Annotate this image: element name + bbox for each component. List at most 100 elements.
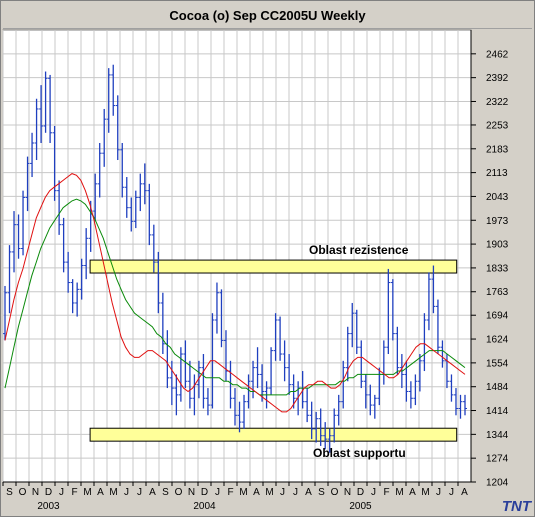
price-bar bbox=[327, 428, 332, 453]
resistance-label: Oblast rezistence bbox=[309, 243, 409, 257]
price-bar bbox=[61, 217, 66, 273]
x-month-label: J bbox=[280, 487, 285, 498]
price-bar bbox=[287, 354, 292, 395]
resistance-zone bbox=[89, 259, 458, 274]
price-bar bbox=[102, 108, 107, 167]
price-bar bbox=[129, 197, 134, 232]
price-bar bbox=[70, 279, 75, 314]
price-bar bbox=[52, 125, 57, 201]
price-bar bbox=[75, 282, 80, 317]
price-bar bbox=[160, 292, 165, 355]
y-tick-label: 1414 bbox=[486, 406, 509, 417]
price-bar bbox=[106, 68, 111, 133]
price-bar bbox=[246, 374, 251, 409]
y-tick-label: 1344 bbox=[486, 430, 509, 441]
price-bar bbox=[237, 401, 242, 433]
price-bar bbox=[34, 98, 39, 161]
price-bar bbox=[368, 384, 373, 416]
x-month-label: M bbox=[421, 487, 429, 498]
price-bar bbox=[242, 394, 247, 429]
price-bar bbox=[458, 394, 463, 419]
price-bar bbox=[390, 279, 395, 341]
x-year-label: 2003 bbox=[37, 501, 60, 512]
x-month-label: J bbox=[124, 487, 129, 498]
y-tick-label: 1973 bbox=[486, 216, 509, 227]
price-bar bbox=[395, 326, 400, 375]
price-bar bbox=[318, 408, 323, 446]
price-bar bbox=[43, 71, 48, 133]
x-month-label: N bbox=[188, 487, 195, 498]
price-bar bbox=[219, 289, 224, 348]
y-tick-label: 1484 bbox=[486, 382, 509, 393]
x-month-label: J bbox=[293, 487, 298, 498]
x-month-label: O bbox=[331, 487, 339, 498]
price-bar bbox=[233, 388, 237, 426]
x-year-label: 2005 bbox=[349, 501, 372, 512]
x-month-label: J bbox=[436, 487, 441, 498]
price-bar bbox=[97, 143, 102, 198]
axes: 1204 1274 1344 1414 1484 1554 1624 1694 1763 1833… bbox=[2, 30, 509, 512]
price-bar bbox=[273, 313, 278, 361]
price-bar bbox=[309, 401, 314, 440]
y-tick-label: 1763 bbox=[486, 287, 509, 298]
x-month-label: F bbox=[227, 487, 233, 498]
price-bar bbox=[408, 381, 413, 409]
annotations: Oblast rezistence Oblast supportu bbox=[309, 243, 409, 460]
x-month-label: S bbox=[162, 487, 169, 498]
price-bar bbox=[169, 360, 174, 406]
y-tick-label: 2322 bbox=[486, 97, 509, 108]
x-month-label: S bbox=[318, 487, 325, 498]
price-bar bbox=[39, 85, 44, 143]
price-bar bbox=[196, 360, 201, 399]
ma-slow-line bbox=[4, 198, 466, 396]
zones bbox=[89, 259, 458, 442]
price-bar bbox=[205, 388, 210, 416]
price-bar bbox=[183, 340, 188, 389]
x-month-label: A bbox=[149, 487, 156, 498]
price-bar bbox=[323, 422, 328, 450]
y-tick-label: 2253 bbox=[486, 120, 509, 131]
y-tick-label: 1903 bbox=[486, 240, 509, 251]
price-bar bbox=[124, 177, 129, 218]
price-bar bbox=[138, 173, 143, 212]
price-bar bbox=[305, 388, 310, 423]
x-month-label: N bbox=[32, 487, 39, 498]
price-bar bbox=[79, 258, 84, 300]
y-tick-label: 1833 bbox=[486, 263, 509, 274]
x-month-label: D bbox=[357, 487, 364, 498]
price-bar bbox=[350, 302, 355, 348]
price-bar bbox=[142, 163, 147, 205]
price-bar bbox=[25, 156, 30, 212]
price-bar bbox=[147, 183, 152, 246]
ma-fast-line bbox=[4, 173, 466, 413]
x-month-label: M bbox=[395, 487, 403, 498]
price-bar bbox=[3, 285, 7, 341]
price-bar bbox=[431, 265, 436, 314]
price-bar bbox=[93, 173, 98, 222]
y-tick-label: 1554 bbox=[486, 358, 509, 369]
price-bar bbox=[422, 313, 427, 372]
price-bar bbox=[363, 374, 368, 409]
price-bar bbox=[7, 245, 12, 314]
price-bar bbox=[426, 272, 431, 331]
tnt-logo: TNT bbox=[501, 498, 531, 515]
price-bar bbox=[278, 316, 283, 361]
y-tick-label: 1694 bbox=[486, 311, 509, 322]
price-bar bbox=[282, 340, 287, 382]
x-month-label: M bbox=[265, 487, 273, 498]
price-bar bbox=[440, 340, 445, 368]
x-month-label: A bbox=[305, 487, 312, 498]
x-month-label: J bbox=[137, 487, 142, 498]
y-tick-label: 1624 bbox=[486, 335, 509, 346]
price-bar bbox=[386, 268, 391, 355]
y-tick-label: 2462 bbox=[486, 49, 509, 60]
price-bar bbox=[201, 354, 206, 409]
price-bar bbox=[449, 374, 454, 402]
y-tick-label: 1204 bbox=[486, 478, 509, 489]
price-bar bbox=[133, 190, 138, 229]
price-bar bbox=[156, 251, 161, 314]
price-bar bbox=[21, 190, 26, 256]
price-bar bbox=[48, 74, 53, 143]
x-month-label: F bbox=[71, 487, 77, 498]
